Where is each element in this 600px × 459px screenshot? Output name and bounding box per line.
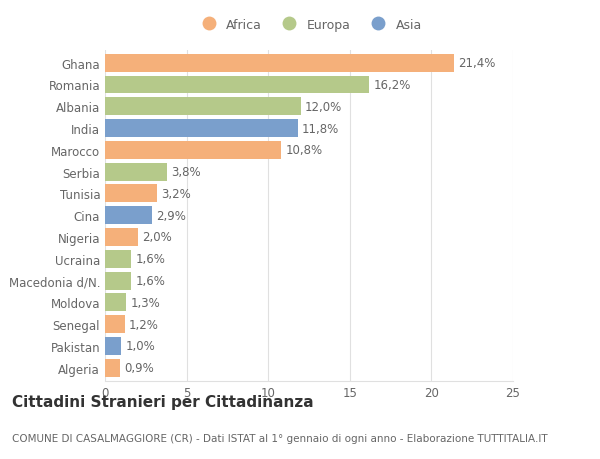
Bar xyxy=(105,185,157,203)
Bar xyxy=(105,98,301,116)
Bar xyxy=(105,141,281,159)
Bar xyxy=(105,250,131,268)
Text: 11,8%: 11,8% xyxy=(302,122,339,135)
Text: 12,0%: 12,0% xyxy=(305,101,342,113)
Text: 3,2%: 3,2% xyxy=(161,188,191,201)
Text: 16,2%: 16,2% xyxy=(373,79,411,92)
Text: COMUNE DI CASALMAGGIORE (CR) - Dati ISTAT al 1° gennaio di ogni anno - Elaborazi: COMUNE DI CASALMAGGIORE (CR) - Dati ISTA… xyxy=(12,433,548,442)
Bar xyxy=(105,359,119,377)
Bar xyxy=(105,207,152,224)
Text: 21,4%: 21,4% xyxy=(458,57,496,70)
Text: 1,6%: 1,6% xyxy=(135,253,165,266)
Bar xyxy=(105,294,126,312)
Text: 0,9%: 0,9% xyxy=(124,361,154,375)
Text: 1,6%: 1,6% xyxy=(135,274,165,287)
Bar xyxy=(105,76,370,94)
Text: 10,8%: 10,8% xyxy=(286,144,322,157)
Bar xyxy=(105,120,298,138)
Text: Cittadini Stranieri per Cittadinanza: Cittadini Stranieri per Cittadinanza xyxy=(12,394,314,409)
Bar xyxy=(105,337,121,355)
Legend: Africa, Europa, Asia: Africa, Europa, Asia xyxy=(196,19,422,32)
Bar xyxy=(105,55,454,73)
Text: 1,0%: 1,0% xyxy=(125,340,155,353)
Bar xyxy=(105,272,131,290)
Text: 2,0%: 2,0% xyxy=(142,231,172,244)
Bar xyxy=(105,229,137,246)
Text: 1,3%: 1,3% xyxy=(130,296,160,309)
Bar xyxy=(105,315,125,333)
Text: 1,2%: 1,2% xyxy=(128,318,158,331)
Text: 3,8%: 3,8% xyxy=(171,166,201,179)
Text: 2,9%: 2,9% xyxy=(157,209,186,222)
Bar xyxy=(105,163,167,181)
